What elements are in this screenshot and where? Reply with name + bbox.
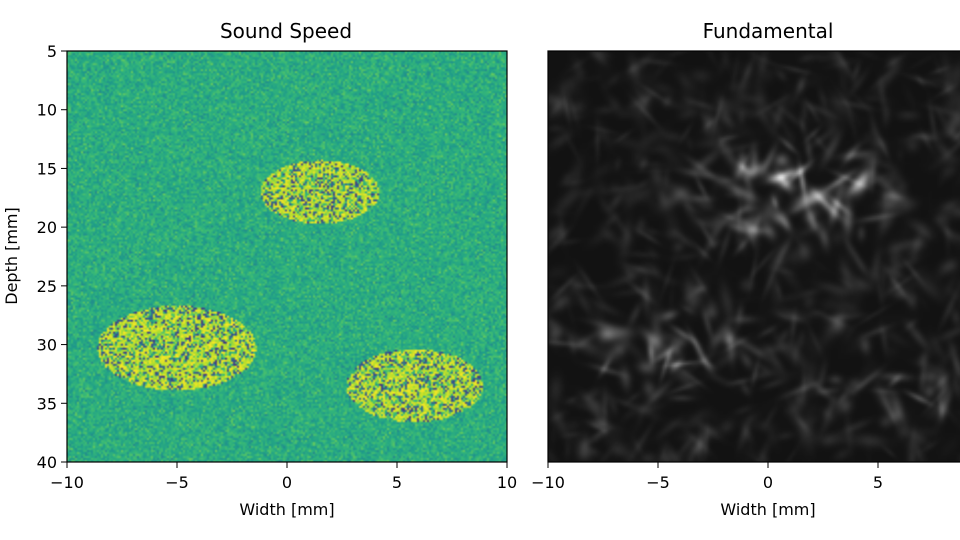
fundamental-title: Fundamental xyxy=(703,19,834,43)
sound-speed-y-tick-label: 15 xyxy=(37,159,57,178)
sound-speed-y-ticks: 5 10 15 20 25 30 35 40 xyxy=(37,42,67,472)
sound-speed-title: Sound Speed xyxy=(220,19,352,43)
sound-speed-ylabel: Depth [mm] xyxy=(2,207,21,304)
sound-speed-y-tick-label: 35 xyxy=(37,394,57,413)
sound-speed-y-tick-label: 5 xyxy=(47,42,57,61)
fundamental-x-ticks: −10 −5 0 5 xyxy=(531,462,883,492)
sound-speed-xlabel: Width [mm] xyxy=(239,500,334,519)
sound-speed-y-tick-label: 20 xyxy=(37,218,57,237)
sound-speed-x-tick-label: 5 xyxy=(392,473,402,492)
fundamental-xlabel: Width [mm] xyxy=(720,500,815,519)
sound-speed-panel: Sound Speed −10 −5 0 5 10 5 10 15 20 25 30 35 40 Wi… xyxy=(2,19,517,519)
fundamental-heatmap xyxy=(548,51,960,462)
sound-speed-x-tick-label: 10 xyxy=(497,473,517,492)
sound-speed-y-tick-label: 30 xyxy=(37,336,57,355)
sound-speed-x-tick-label: −10 xyxy=(50,473,84,492)
fundamental-x-tick-label: 5 xyxy=(873,473,883,492)
sound-speed-x-tick-label: 0 xyxy=(282,473,292,492)
sound-speed-y-tick-label: 40 xyxy=(37,453,57,472)
fundamental-panel: Fundamental −10 −5 0 5 Width [mm] xyxy=(531,19,960,519)
sound-speed-x-ticks: −10 −5 0 5 10 xyxy=(50,462,517,492)
sound-speed-y-tick-label: 25 xyxy=(37,277,57,296)
fundamental-x-tick-label: 0 xyxy=(763,473,773,492)
sound-speed-heatmap xyxy=(67,51,507,462)
sound-speed-y-tick-label: 10 xyxy=(37,101,57,120)
fundamental-x-tick-label: −5 xyxy=(646,473,670,492)
fundamental-x-tick-label: −10 xyxy=(531,473,565,492)
sound-speed-x-tick-label: −5 xyxy=(165,473,189,492)
